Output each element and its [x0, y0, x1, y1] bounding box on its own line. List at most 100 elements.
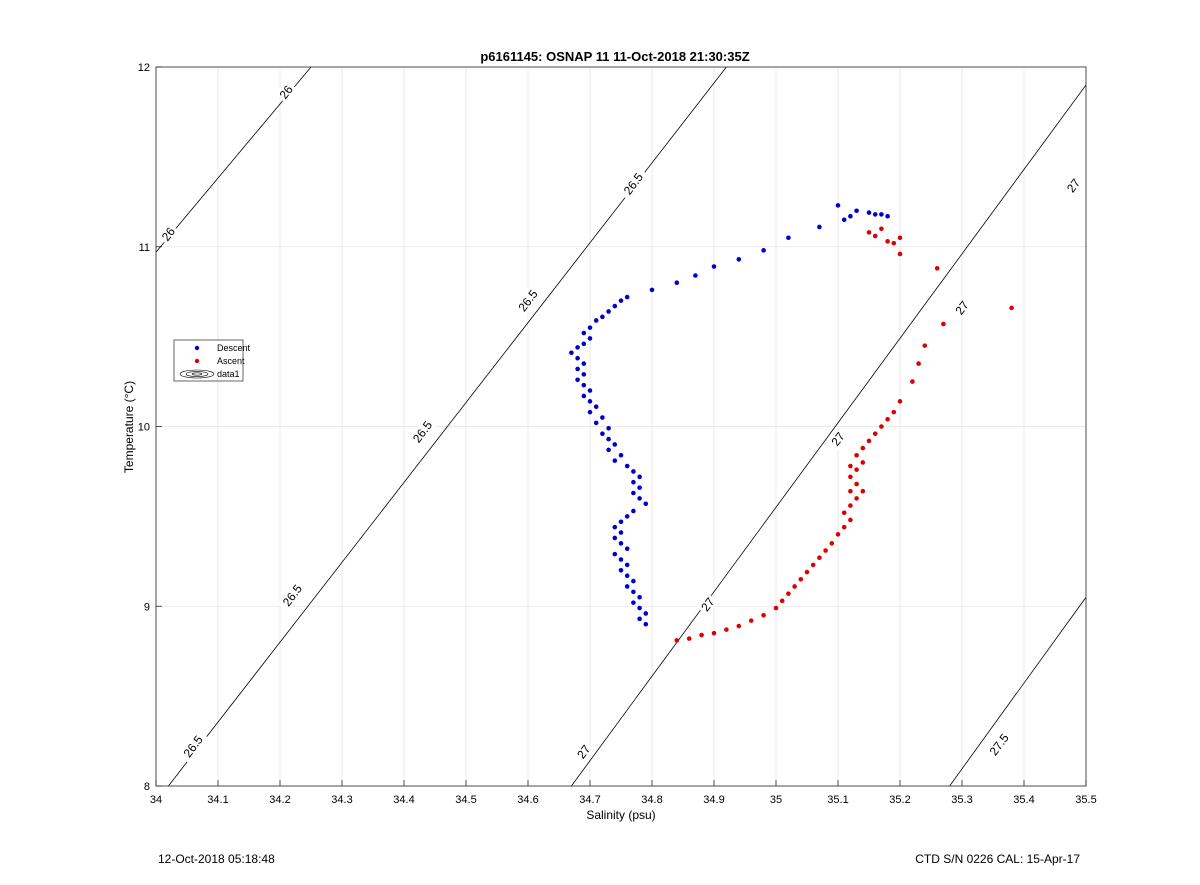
descent-point	[637, 474, 642, 480]
contour-label-bg	[951, 296, 973, 320]
descent-point	[624, 562, 630, 568]
x-tick-label: 35.4	[1013, 794, 1034, 806]
ascent-point	[885, 239, 890, 244]
descent-point	[637, 485, 642, 490]
descent-point	[618, 452, 624, 458]
descent-point	[885, 213, 890, 219]
descent-point	[631, 469, 636, 474]
contour-label: 27	[827, 427, 849, 451]
ascent-point	[910, 379, 915, 384]
x-tick-label: 34.5	[455, 794, 476, 806]
descent-point	[631, 600, 636, 605]
ascent-point	[686, 636, 692, 641]
x-tick-label: 34.7	[579, 794, 600, 806]
data-points	[569, 203, 1014, 643]
descent-point	[835, 203, 841, 208]
ascent-point	[866, 438, 872, 444]
density-contour-27.5	[949, 597, 1086, 786]
descent-point	[649, 287, 655, 293]
descent-point	[643, 611, 649, 616]
ascent-point	[885, 417, 890, 422]
descent-point	[618, 541, 624, 546]
ascent-point	[798, 576, 804, 582]
x-axis-label: Salinity (psu)	[586, 808, 655, 822]
descent-point	[631, 479, 636, 485]
descent-point	[612, 303, 618, 309]
ascent-point	[773, 605, 779, 611]
descent-point	[612, 442, 618, 447]
y-tick-label: 10	[138, 422, 150, 434]
descent-point	[612, 535, 618, 541]
descent-point	[587, 325, 593, 330]
contour-label: 27	[572, 740, 595, 764]
descent-point	[581, 361, 587, 366]
ascent-point	[848, 488, 853, 494]
ascent-point	[699, 632, 704, 638]
ascent-point	[786, 591, 791, 596]
contour-label-bg	[1062, 174, 1085, 198]
descent-point	[866, 210, 872, 215]
ascent-point	[897, 399, 903, 404]
ascent-point	[854, 481, 859, 487]
x-tick-label: 35.2	[889, 794, 910, 806]
descent-point	[879, 212, 884, 217]
descent-point	[872, 212, 878, 217]
descent-point	[575, 366, 580, 372]
ascent-point	[872, 431, 878, 436]
descent-point	[600, 314, 605, 320]
y-tick-label: 12	[138, 62, 150, 74]
y-axis-label: Temperature (°C)	[122, 381, 136, 473]
ascent-point	[724, 627, 729, 632]
ascent-point	[711, 630, 717, 636]
ascent-point	[922, 343, 928, 348]
x-tick-label: 34.2	[269, 794, 290, 806]
descent-point	[624, 573, 630, 578]
ascent-point	[748, 618, 754, 623]
x-tick-label: 34.3	[331, 794, 352, 806]
descent-point	[581, 382, 587, 388]
footer-timestamp: 12-Oct-2018 05:18:48	[158, 852, 275, 866]
contour-label: 26	[275, 80, 298, 104]
descent-point	[631, 578, 636, 584]
contour-label: 27	[951, 296, 973, 320]
ascent-point	[916, 361, 921, 366]
contour-label: 27	[696, 593, 719, 616]
contour-label-bg	[407, 414, 438, 449]
ascent-point	[841, 510, 847, 516]
descent-point	[618, 298, 624, 303]
ascent-point	[891, 240, 897, 246]
descent-point	[581, 330, 587, 336]
contour-label-bg	[984, 727, 1015, 762]
descent-point	[600, 431, 605, 436]
ascent-point	[860, 488, 866, 494]
descent-point	[606, 447, 611, 453]
legend-label-descent: Descent	[217, 343, 251, 353]
ascent-point	[848, 503, 853, 508]
ascent-point	[897, 251, 903, 257]
chart-title: p6161145: OSNAP 11 11-Oct-2018 21:30:35Z	[480, 49, 749, 64]
contour-label-bg	[572, 740, 595, 764]
descent-point	[575, 355, 580, 361]
descent-point	[761, 248, 766, 253]
ascent-point	[792, 584, 797, 589]
descent-point	[817, 224, 822, 230]
density-contour-27	[571, 84, 1086, 786]
descent-point	[618, 530, 624, 535]
contour-label-bg	[827, 427, 849, 451]
x-tick-label: 34	[150, 794, 162, 806]
descent-point	[674, 280, 680, 286]
legend-box	[173, 339, 244, 382]
descent-point	[624, 584, 630, 589]
ascent-point	[891, 409, 897, 415]
legend-label-ascent: Ascent	[217, 356, 245, 366]
ascent-point	[848, 517, 853, 523]
descent-point	[569, 350, 574, 356]
y-tick-labels: 8 9 10 11 12	[138, 62, 150, 793]
descent-point	[637, 594, 642, 600]
ascent-point	[897, 235, 903, 241]
descent-point	[637, 496, 642, 501]
y-tick-label: 8	[144, 781, 150, 793]
descent-point	[624, 294, 630, 300]
legend-marker-descent	[194, 345, 200, 351]
descent-point	[624, 514, 630, 519]
